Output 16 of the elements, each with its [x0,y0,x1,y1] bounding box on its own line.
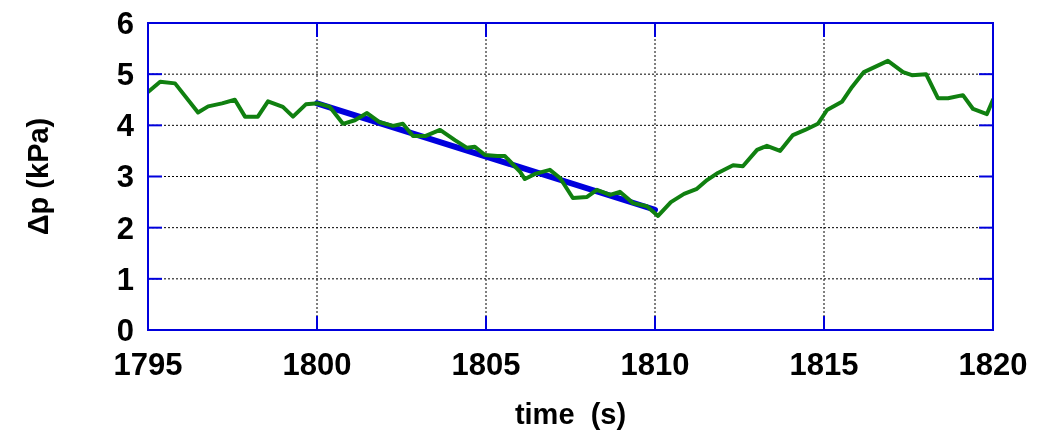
y-tick-label: 1 [116,261,134,297]
x-tick-label: 1820 [958,347,1028,382]
y-tick-label: 3 [116,159,134,195]
x-tick-label: 1810 [620,347,690,382]
x-tick-label: 1800 [282,347,352,382]
y-tick-label: 5 [116,57,134,93]
y-tick-label: 4 [116,108,135,144]
y-tick-label: 0 [116,312,134,348]
x-axis-title: time (s) [514,398,627,430]
x-tick-label: 1805 [451,347,521,382]
line-series [148,58,993,218]
x-tick-label: 1795 [113,347,183,382]
y-tick-label: 6 [116,5,134,41]
y-tick-label: 2 [116,210,134,246]
x-tick-label: 1815 [789,347,859,382]
y-axis-title: Δp (kPa) [22,117,54,236]
